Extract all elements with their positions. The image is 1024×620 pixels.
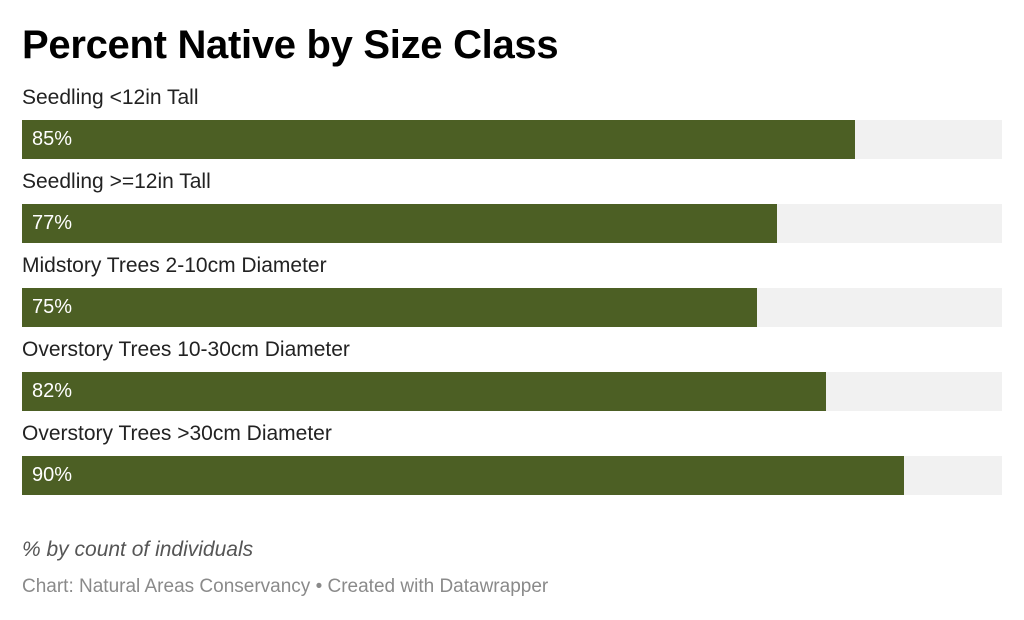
value-label: 75% bbox=[32, 296, 73, 318]
category-label: Midstory Trees 2-10cm Diameter bbox=[22, 254, 327, 277]
category-label: Seedling <12in Tall bbox=[22, 86, 199, 109]
bar: 85% bbox=[22, 120, 855, 159]
value-label: 85% bbox=[32, 128, 73, 150]
bar: 90% bbox=[22, 456, 904, 495]
bar-chart: Percent Native by Size Class Seedling <1… bbox=[22, 18, 1002, 506]
bar-rows: Seedling <12in Tall 85% Seedling >=12in Ta… bbox=[22, 86, 1002, 506]
bar: 82% bbox=[22, 372, 826, 411]
bar-track: 77% bbox=[22, 204, 1002, 243]
bar-track: 85% bbox=[22, 120, 1002, 159]
bar-row: Overstory Trees >30cm Diameter 90% bbox=[22, 422, 1002, 506]
bar-track: 75% bbox=[22, 288, 1002, 327]
bar: 77% bbox=[22, 204, 777, 243]
bar-row: Seedling >=12in Tall 77% bbox=[22, 170, 1002, 254]
chart-source: Chart: Natural Areas Conservancy • Creat… bbox=[22, 576, 549, 597]
bar: 75% bbox=[22, 288, 757, 327]
bar-row: Midstory Trees 2-10cm Diameter 75% bbox=[22, 254, 1002, 338]
value-label: 90% bbox=[32, 464, 73, 486]
category-label: Seedling >=12in Tall bbox=[22, 170, 211, 193]
value-label: 82% bbox=[32, 380, 73, 402]
category-label: Overstory Trees 10-30cm Diameter bbox=[22, 338, 350, 361]
value-label: 77% bbox=[32, 212, 73, 234]
chart-notes: % by count of individuals bbox=[22, 538, 254, 561]
bar-track: 82% bbox=[22, 372, 1002, 411]
bar-row: Overstory Trees 10-30cm Diameter 82% bbox=[22, 338, 1002, 422]
bar-row: Seedling <12in Tall 85% bbox=[22, 86, 1002, 170]
bar-track: 90% bbox=[22, 456, 1002, 495]
category-label: Overstory Trees >30cm Diameter bbox=[22, 422, 332, 445]
chart-title: Percent Native by Size Class bbox=[22, 23, 559, 67]
